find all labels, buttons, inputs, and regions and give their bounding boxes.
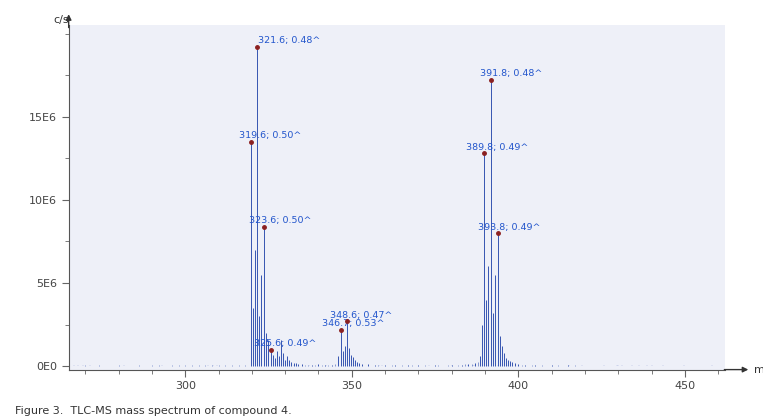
Text: 393.8; 0.49^: 393.8; 0.49^ <box>478 223 540 231</box>
Text: c/s: c/s <box>53 15 69 25</box>
Text: 348.6; 0.47^: 348.6; 0.47^ <box>330 311 393 320</box>
Text: 323.6; 0.50^: 323.6; 0.50^ <box>249 216 311 225</box>
Text: 319.6; 0.50^: 319.6; 0.50^ <box>239 131 301 140</box>
Text: Figure 3.  TLC-MS mass spectrum of compound 4.: Figure 3. TLC-MS mass spectrum of compou… <box>15 406 292 416</box>
Text: 321.6; 0.48^: 321.6; 0.48^ <box>258 36 320 45</box>
Text: 389.8; 0.49^: 389.8; 0.49^ <box>466 143 529 152</box>
Text: 346.7; 0.53^: 346.7; 0.53^ <box>323 319 385 328</box>
Text: m/z: m/z <box>755 365 763 375</box>
Text: 391.8; 0.48^: 391.8; 0.48^ <box>481 69 542 79</box>
Text: 325.6; 0.49^: 325.6; 0.49^ <box>254 339 316 348</box>
